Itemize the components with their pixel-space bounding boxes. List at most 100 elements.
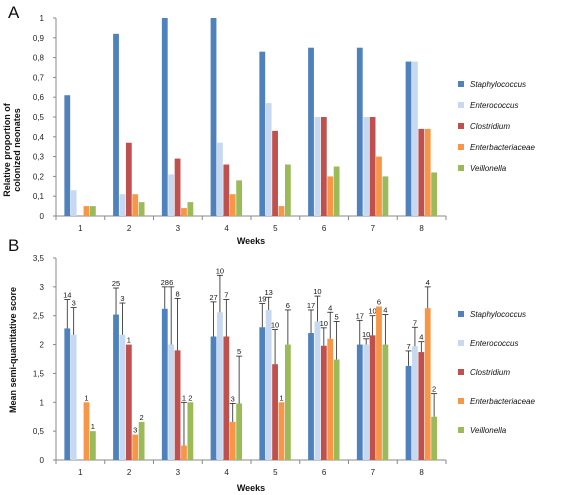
n-label: 14 [63, 291, 71, 300]
bar [168, 174, 175, 216]
bar [113, 33, 119, 217]
bar [278, 206, 285, 216]
n-label: 3 [133, 426, 137, 435]
y-tick-label: 2,5 [33, 312, 45, 321]
x-tick-label: 2 [127, 224, 132, 233]
n-label: 10 [216, 266, 224, 275]
n-label: 6 [286, 301, 290, 310]
n-label: 3 [72, 299, 76, 308]
bar [308, 333, 314, 460]
bar [259, 51, 266, 216]
bar [356, 344, 363, 460]
n-label: 5 [237, 347, 241, 356]
bar [363, 344, 370, 460]
bar [418, 128, 425, 216]
bar [119, 334, 126, 460]
bar [418, 352, 425, 460]
n-label: 7 [413, 318, 417, 327]
x-tick-label: 5 [273, 224, 278, 233]
n-label: 4 [383, 306, 387, 315]
bar [161, 308, 168, 460]
n-label: 1 [127, 336, 131, 345]
bar [265, 103, 272, 216]
bar [236, 403, 243, 460]
n-label: 6 [169, 278, 173, 287]
legend-swatch [458, 102, 464, 108]
bar [223, 336, 230, 460]
n-label: 10 [362, 330, 370, 339]
y-tick-label: 0,6 [33, 93, 45, 102]
n-label: 1 [279, 393, 283, 402]
n-label: 2 [432, 385, 436, 394]
bar [181, 208, 187, 216]
legend-label: Clostridium [470, 368, 510, 377]
bar [320, 345, 327, 460]
bar [125, 142, 132, 216]
bar [217, 312, 223, 460]
bar [210, 336, 217, 460]
n-label: 10 [368, 307, 376, 316]
bar [382, 176, 389, 216]
bar [229, 421, 236, 460]
legend-swatch [458, 81, 464, 87]
bar [308, 47, 314, 217]
n-label: 4 [419, 333, 423, 342]
legend-swatch [458, 311, 464, 317]
legend-label: Enterococcus [470, 101, 518, 110]
y-tick-label: 0,5 [33, 113, 45, 122]
y-tick-label: 0,1 [33, 192, 45, 201]
legend-label: Clostridium [470, 122, 510, 131]
n-label: 6 [377, 297, 381, 306]
n-label: 2 [188, 393, 192, 402]
legend-label: Staphylococcus [470, 80, 526, 89]
y-tick-label: 1 [40, 14, 45, 23]
bar [138, 202, 145, 216]
bar [382, 344, 389, 460]
y-tick-label: 1 [40, 398, 45, 407]
bar [278, 402, 285, 460]
bar [223, 164, 230, 216]
bar [369, 335, 376, 460]
bar [89, 206, 96, 216]
bar [327, 176, 334, 216]
legend-swatch [458, 340, 464, 346]
y-tick-label: 0,2 [33, 172, 45, 181]
x-tick-label: 4 [224, 224, 229, 233]
bar [284, 344, 291, 460]
x-tick-label: 3 [176, 468, 181, 477]
bar [259, 327, 266, 460]
n-label: 2 [140, 413, 144, 422]
n-label: 13 [265, 288, 273, 297]
bar [174, 350, 181, 460]
y-tick-label: 0 [40, 456, 45, 465]
legend-label: Veillonella [470, 426, 507, 435]
bar [168, 344, 175, 460]
y-tick-label: 0,7 [33, 73, 45, 82]
n-label: 1 [182, 393, 186, 402]
bar [376, 306, 382, 460]
x-axis-label: Weeks [237, 236, 265, 246]
y-axis-label: Mean semi-quantitative score [8, 287, 18, 413]
bar [181, 445, 187, 460]
bar [265, 309, 272, 460]
legend-swatch [458, 165, 464, 171]
y-tick-label: 0,4 [33, 133, 45, 142]
bar [412, 346, 418, 460]
n-label: 1 [91, 422, 95, 431]
bar [187, 202, 194, 216]
bar [424, 128, 431, 216]
n-label: 4 [328, 303, 332, 312]
x-tick-label: 6 [322, 468, 327, 477]
n-label: 27 [209, 293, 217, 302]
x-tick-label: 1 [78, 468, 83, 477]
bar [64, 95, 71, 216]
legend-label: Enterococcus [470, 339, 518, 348]
bar [119, 194, 126, 216]
legend-swatch [458, 123, 464, 129]
n-label: 7 [224, 291, 228, 300]
y-tick-label: 3,5 [33, 254, 45, 263]
bar [132, 194, 139, 216]
bar [431, 172, 438, 216]
bar [424, 308, 431, 460]
